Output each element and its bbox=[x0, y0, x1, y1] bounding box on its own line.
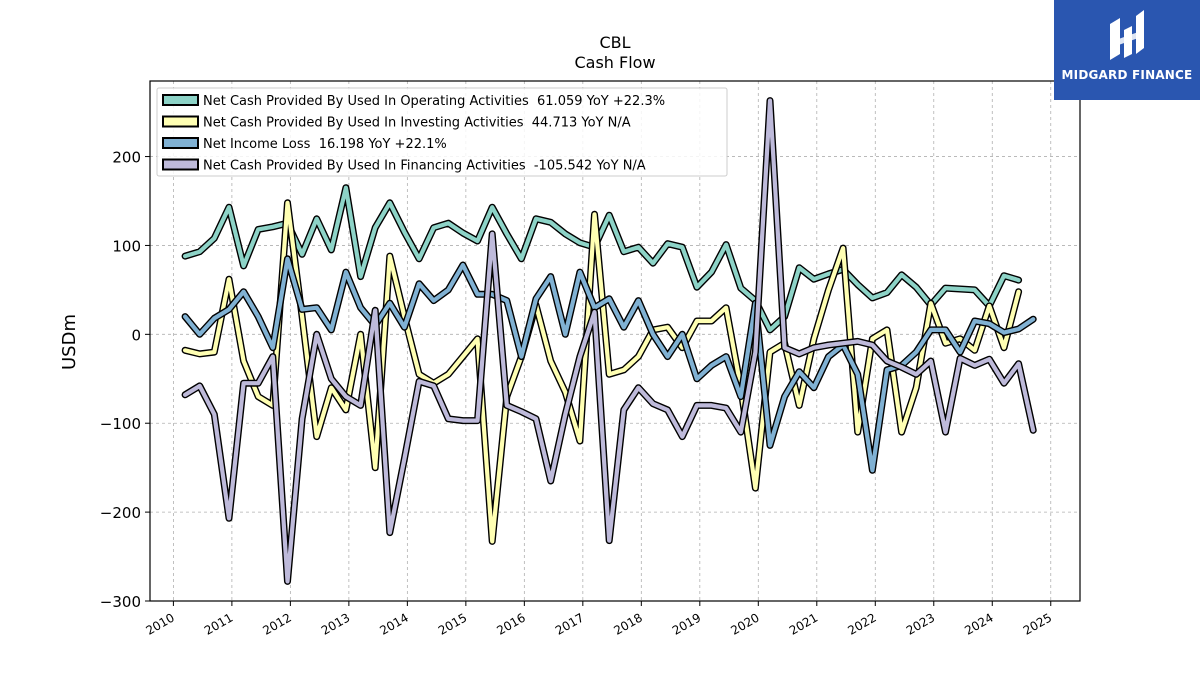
series-line bbox=[183, 256, 1036, 473]
legend-label: Net Income Loss 16.198 YoY +22.1% bbox=[203, 137, 447, 152]
x-tick-label: 2020 bbox=[728, 610, 761, 637]
y-tick-label: −200 bbox=[100, 504, 141, 522]
brand-name: MIDGARD FINANCE bbox=[1061, 68, 1193, 82]
series-3 bbox=[181, 255, 1037, 474]
legend-label: Net Cash Provided By Used In Investing A… bbox=[203, 116, 631, 131]
series-4 bbox=[181, 97, 1037, 585]
series-1 bbox=[181, 184, 1023, 334]
legend-label: Net Cash Provided By Used In Financing A… bbox=[203, 159, 646, 174]
x-tick-label: 2017 bbox=[553, 610, 586, 637]
series-lines bbox=[181, 97, 1037, 585]
y-tick-label: 0 bbox=[131, 326, 141, 344]
x-tick-label: 2014 bbox=[377, 610, 410, 637]
y-tick-label: 200 bbox=[112, 149, 141, 167]
x-tick-label: 2013 bbox=[319, 610, 352, 637]
x-tick-label: 2015 bbox=[436, 610, 469, 637]
x-tick-label: 2016 bbox=[494, 610, 527, 637]
x-tick-label: 2021 bbox=[787, 610, 820, 637]
brand-logo: MIDGARD FINANCE bbox=[1054, 0, 1200, 100]
x-tick-label: 2019 bbox=[670, 610, 703, 637]
series-line bbox=[183, 185, 1021, 332]
legend-swatch bbox=[162, 94, 199, 106]
chart-subtitle: Cash Flow bbox=[574, 53, 655, 72]
y-tick-label: −300 bbox=[100, 593, 141, 611]
chart-title: CBL bbox=[599, 33, 630, 52]
x-tick-label: 2025 bbox=[1021, 610, 1054, 637]
y-tick-label: 100 bbox=[112, 237, 141, 255]
legend-box bbox=[156, 87, 728, 177]
legend: Net Cash Provided By Used In Operating A… bbox=[156, 87, 728, 177]
y-axis-label: USDm bbox=[59, 314, 80, 370]
logo-mark-icon bbox=[1110, 10, 1144, 60]
x-tick-label: 2010 bbox=[143, 610, 176, 637]
x-tick-label: 2024 bbox=[962, 610, 995, 637]
series-line bbox=[183, 200, 1021, 544]
plot-frame bbox=[149, 80, 1081, 602]
y-tick-label: −100 bbox=[100, 415, 141, 433]
x-tick-label: 2018 bbox=[611, 610, 644, 637]
series-line bbox=[183, 98, 1036, 584]
legend-swatch bbox=[162, 137, 199, 149]
legend-swatch bbox=[162, 158, 199, 171]
x-tick-label: 2011 bbox=[202, 610, 235, 637]
legend-label: Net Cash Provided By Used In Operating A… bbox=[203, 94, 665, 109]
legend-swatch bbox=[162, 115, 199, 128]
series-2 bbox=[181, 199, 1023, 545]
x-tick-label: 2022 bbox=[845, 610, 878, 637]
x-tick-label: 2023 bbox=[904, 610, 937, 637]
x-tick-label: 2012 bbox=[260, 610, 293, 637]
